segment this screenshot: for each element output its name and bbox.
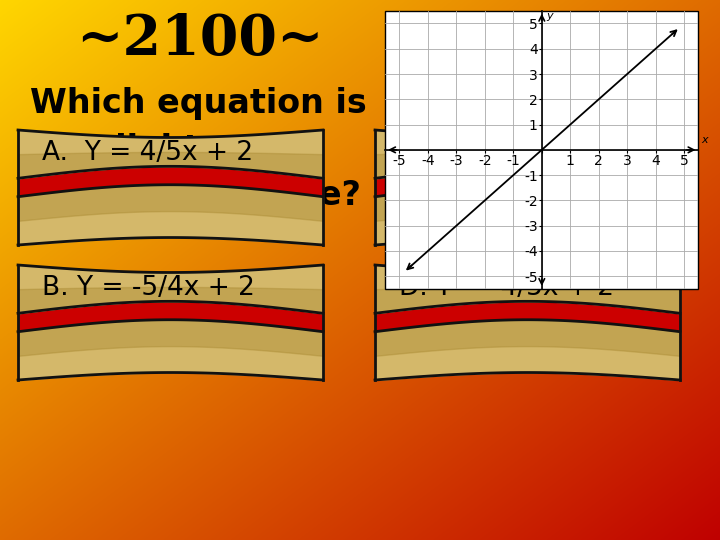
Text: x: x	[701, 135, 708, 145]
Text: B. Y = -5/4x + 2: B. Y = -5/4x + 2	[42, 275, 256, 301]
Text: y: y	[546, 11, 553, 21]
Text: A.  Y = 4/5x + 2: A. Y = 4/5x + 2	[42, 140, 253, 166]
Text: C. Y = 5/4x + 2: C. Y = 5/4x + 2	[400, 140, 603, 166]
Text: Which equation is
parallel to
the graphed line?: Which equation is parallel to the graphe…	[30, 87, 366, 213]
Text: D. Y = -4/5x + 2: D. Y = -4/5x + 2	[400, 275, 614, 301]
Text: ~2100~: ~2100~	[76, 12, 324, 68]
